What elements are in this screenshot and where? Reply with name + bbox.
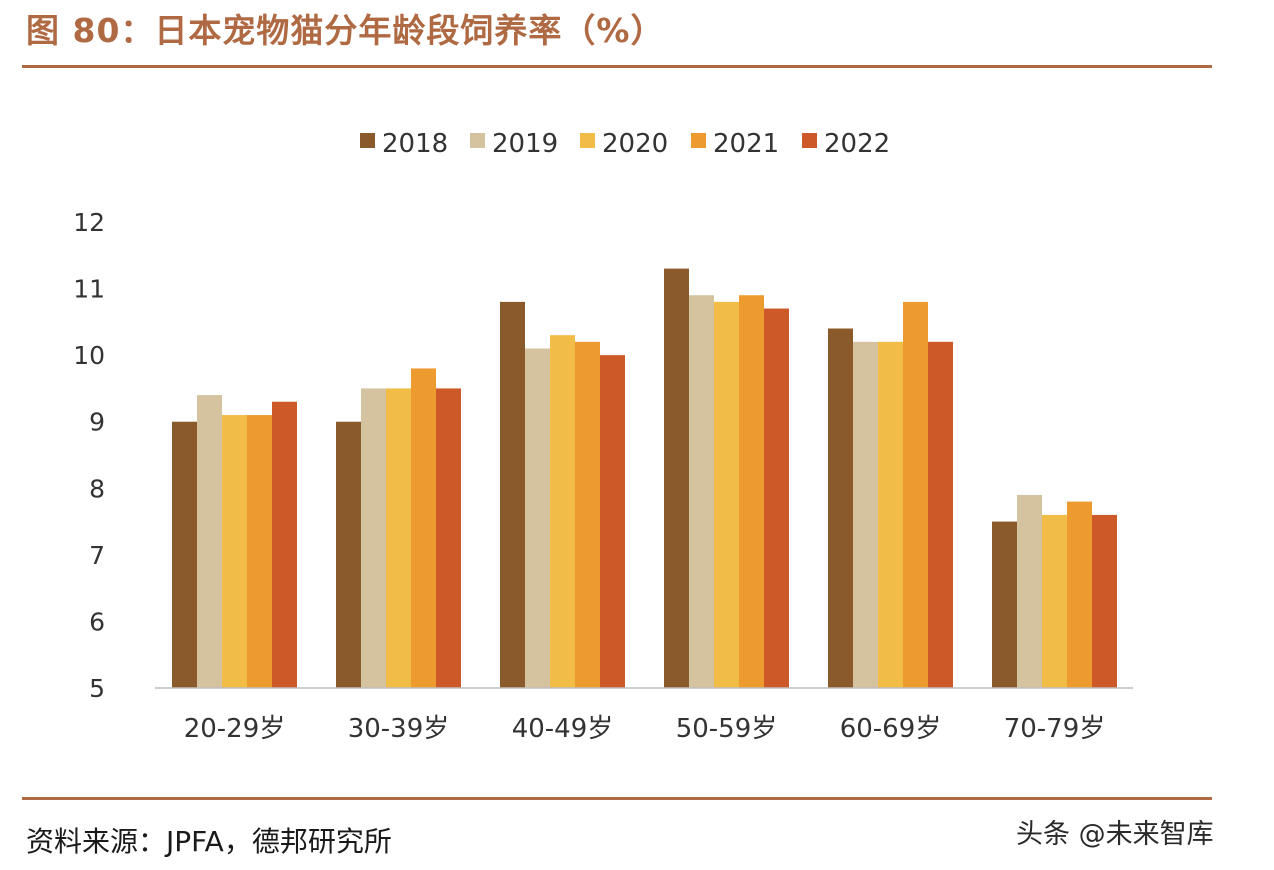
legend-swatch-2021 [691, 133, 706, 148]
legend-label-2021: 2021 [713, 129, 779, 159]
bar-2018-50-59岁 [664, 268, 689, 688]
bar-2018-70-79岁 [992, 521, 1017, 688]
x-tick-label: 40-49岁 [512, 714, 614, 744]
bar-2020-50-59岁 [714, 301, 739, 688]
bar-2021-20-29岁 [247, 415, 272, 688]
legend-label-2018: 2018 [382, 129, 448, 159]
legend-label-2020: 2020 [602, 129, 668, 159]
x-tick-label: 20-29岁 [184, 714, 286, 744]
bar-2019-50-59岁 [689, 295, 714, 688]
bar-2018-40-49岁 [500, 301, 525, 688]
x-tick-label: 60-69岁 [840, 714, 942, 744]
chart-legend: 2018 2019 2020 2021 2022 [360, 129, 890, 159]
bar-2022-50-59岁 [764, 308, 789, 688]
bar-2018-60-69岁 [828, 328, 853, 688]
y-tick-label: 11 [73, 275, 105, 304]
bar-2020-70-79岁 [1042, 514, 1067, 688]
y-tick-label: 6 [89, 607, 105, 636]
bar-2018-30-39岁 [336, 421, 361, 688]
bar-2020-20-29岁 [222, 415, 247, 688]
legend-swatch-2018 [360, 133, 375, 148]
y-tick-label: 5 [89, 674, 105, 703]
y-tick-label: 7 [89, 541, 105, 570]
bar-2021-70-79岁 [1067, 501, 1092, 688]
bar-2019-70-79岁 [1017, 494, 1042, 688]
bar-2020-60-69岁 [878, 341, 903, 688]
bar-2021-40-49岁 [575, 341, 600, 688]
bar-2022-30-39岁 [436, 388, 461, 688]
title-divider [22, 65, 1212, 68]
bar-2019-60-69岁 [853, 341, 878, 688]
y-tick-label: 8 [89, 474, 105, 503]
x-tick-label: 30-39岁 [348, 714, 450, 744]
chart-bars [172, 268, 1117, 688]
legend-swatch-2020 [580, 133, 595, 148]
x-tick-label: 50-59岁 [676, 714, 778, 744]
legend-swatch-2019 [470, 133, 485, 148]
x-axis-ticks: 20-29岁 30-39岁 40-49岁 50-59岁 60-69岁 70-79岁 [184, 714, 1106, 744]
bar-2022-40-49岁 [600, 355, 625, 688]
bar-2019-40-49岁 [525, 348, 550, 688]
footer-divider [22, 797, 1212, 800]
bar-2020-30-39岁 [386, 388, 411, 688]
bar-chart: 2018 2019 2020 2021 2022 5 6 7 8 9 10 11 12 20-29岁 3… [73, 129, 1133, 744]
bar-2019-20-29岁 [197, 395, 222, 688]
bar-2020-40-49岁 [550, 335, 575, 688]
figure-title: 图 80：日本宠物猫分年龄段饲养率（%） [26, 11, 665, 50]
legend-swatch-2022 [802, 133, 817, 148]
y-tick-label: 12 [73, 208, 105, 237]
legend-label-2019: 2019 [492, 129, 558, 159]
source-note: 资料来源：JPFA，德邦研究所 [26, 825, 392, 858]
bar-2021-60-69岁 [903, 301, 928, 688]
bar-2018-20-29岁 [172, 421, 197, 688]
bar-2022-60-69岁 [928, 341, 953, 688]
bar-2022-70-79岁 [1092, 514, 1117, 688]
bar-2021-30-39岁 [411, 368, 436, 688]
y-tick-label: 10 [73, 341, 105, 370]
bar-2022-20-29岁 [272, 401, 297, 688]
bar-2021-50-59岁 [739, 295, 764, 688]
y-tick-label: 9 [89, 408, 105, 437]
legend-label-2022: 2022 [824, 129, 890, 159]
x-tick-label: 70-79岁 [1004, 714, 1106, 744]
watermark-text: 头条 @未来智库 [1016, 819, 1214, 850]
bar-2019-30-39岁 [361, 388, 386, 688]
y-axis-ticks: 5 6 7 8 9 10 11 12 [73, 208, 105, 703]
